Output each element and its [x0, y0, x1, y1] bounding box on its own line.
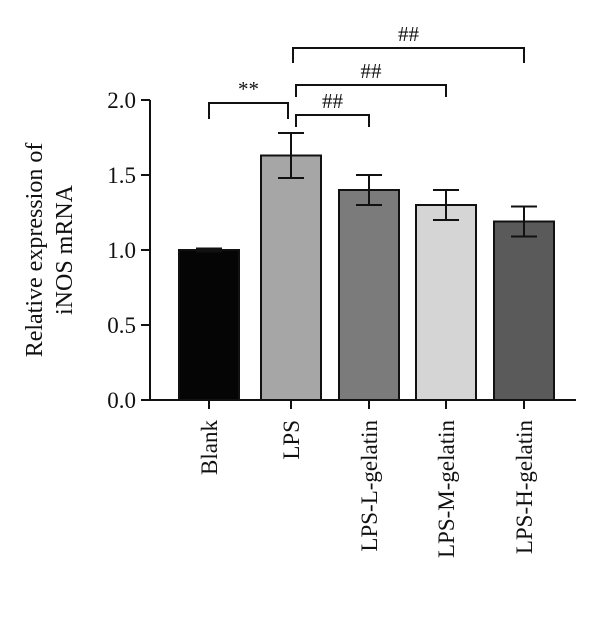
significance-bracket	[292, 47, 525, 63]
significance-bracket	[208, 102, 289, 119]
bar-lps	[260, 154, 322, 401]
y-tick-label: 1.0	[107, 238, 136, 263]
significance-label: ##	[361, 59, 383, 83]
bars	[178, 154, 555, 401]
x-category-label: LPS-H-gelatin	[512, 420, 537, 555]
significance-label: **	[238, 77, 259, 101]
y-tick-label: 0.0	[107, 388, 136, 413]
bar-lps-h-gelatin	[493, 220, 555, 401]
x-category-label: LPS	[279, 420, 304, 460]
y-tick-label: 2.0	[107, 88, 136, 113]
y-axis-label-line: Relative expression of	[22, 143, 48, 358]
y-axis-label-line: iNOS mRNA	[52, 184, 78, 315]
x-axis-labels: Blank LPS LPS-L-gelatin LPS-M-gelatin LPS-H-…	[197, 420, 537, 558]
error-bars	[196, 132, 537, 253]
y-tick-label: 0.5	[107, 313, 136, 338]
y-axis-label: Relative expression of iNOS mRNA	[22, 143, 78, 358]
x-category-label: LPS-L-gelatin	[357, 420, 382, 552]
x-category-label: Blank	[197, 420, 222, 475]
bar-lps-m-gelatin	[415, 204, 477, 401]
y-tick-label: 1.5	[107, 163, 136, 188]
bar-lps-l-gelatin	[338, 189, 400, 401]
significance-label: ##	[322, 89, 344, 113]
significance-brackets: ** ## ## ##	[208, 22, 525, 127]
x-category-label: LPS-M-gelatin	[434, 420, 459, 558]
bar-blank	[178, 249, 240, 401]
significance-bracket	[295, 84, 447, 97]
significance-label: ##	[398, 22, 420, 46]
significance-bracket	[295, 114, 370, 127]
